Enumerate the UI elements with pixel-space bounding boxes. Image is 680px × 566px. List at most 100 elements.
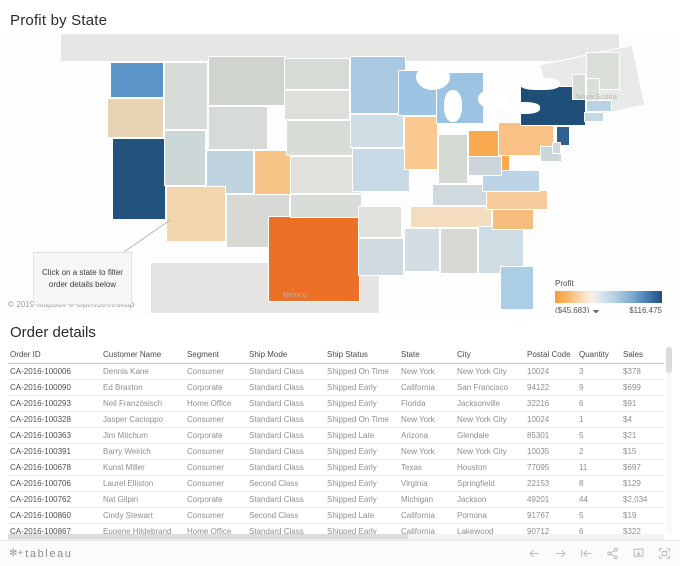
table-row[interactable]: CA-2016-100678 Kunst Miller Consumer Standa… bbox=[8, 459, 664, 476]
table-row[interactable]: CA-2016-100762 Nat Gilpin Corporate Standar… bbox=[8, 491, 664, 508]
fullscreen-icon[interactable] bbox=[658, 547, 671, 560]
cell-segment: Consumer bbox=[185, 459, 247, 476]
state-north-carolina[interactable] bbox=[486, 190, 548, 210]
state-delaware[interactable] bbox=[552, 142, 561, 154]
state-iowa[interactable] bbox=[350, 114, 404, 148]
state-mississippi[interactable] bbox=[404, 228, 440, 272]
tableau-brand[interactable]: ✻+ tableau bbox=[9, 548, 73, 560]
cell-segment: Consumer bbox=[185, 363, 247, 380]
table-row[interactable]: CA-2016-100860 Cindy Stewart Consumer Secon… bbox=[8, 507, 664, 524]
column-header-order-id[interactable]: Order ID bbox=[8, 347, 101, 364]
state-idaho[interactable] bbox=[164, 62, 208, 130]
state-tennessee[interactable] bbox=[410, 206, 492, 228]
state-indiana[interactable] bbox=[438, 134, 468, 184]
state-oklahoma[interactable] bbox=[290, 194, 362, 218]
legend-max-label: $116,475 bbox=[629, 306, 662, 313]
state-arkansas[interactable] bbox=[358, 206, 402, 238]
legend-title: Profit bbox=[555, 279, 574, 288]
cell-state: Texas bbox=[399, 459, 455, 476]
cell-quantity: 9 bbox=[577, 379, 621, 396]
revert-icon[interactable] bbox=[580, 547, 593, 560]
cell-postal-code: 85301 bbox=[525, 427, 577, 444]
geo-label-mexico: Mexico bbox=[283, 292, 307, 299]
table-row[interactable]: CA-2016-100293 Neil Französisch Home Offic… bbox=[8, 395, 664, 412]
cell-postal-code: 10035 bbox=[525, 443, 577, 460]
table-row[interactable]: CA-2016-100363 Jim Mitchum Corporate Standa… bbox=[8, 427, 664, 444]
column-header-ship-mode[interactable]: Ship Mode bbox=[247, 347, 325, 364]
state-new-jersey[interactable] bbox=[556, 126, 570, 146]
order-details-panel: Order details Order ID Customer Name Seg… bbox=[0, 313, 680, 566]
state-arizona[interactable] bbox=[166, 186, 226, 242]
table-row[interactable]: CA-2016-100328 Jasper Cacioppo Consumer Sta… bbox=[8, 411, 664, 428]
cell-state: Arizona bbox=[399, 427, 455, 444]
cell-segment: Consumer bbox=[185, 507, 247, 524]
state-nebraska[interactable] bbox=[286, 120, 362, 156]
state-south-dakota[interactable] bbox=[284, 90, 350, 120]
cell-segment: Corporate bbox=[185, 427, 247, 444]
profit-legend[interactable]: Profit ($45,683) $116,475 bbox=[555, 279, 667, 313]
state-alabama[interactable] bbox=[440, 228, 478, 274]
column-header-state[interactable]: State bbox=[399, 347, 455, 364]
geo-label-nova-scotia: Nova Scotia bbox=[576, 94, 618, 101]
cell-customer-name: Barry Weirich bbox=[101, 443, 185, 460]
state-minnesota[interactable] bbox=[350, 56, 406, 114]
cell-customer-name: Jasper Cacioppo bbox=[101, 411, 185, 428]
table-vertical-scrollbar-thumb[interactable] bbox=[666, 347, 672, 373]
table-horizontal-scrollbar[interactable] bbox=[8, 534, 664, 539]
map-canvas[interactable]: Nova Scotia Mexico Click on a state to f… bbox=[0, 34, 680, 313]
state-oregon[interactable] bbox=[107, 98, 164, 138]
cell-order-id: CA-2016-100006 bbox=[8, 363, 101, 380]
state-connecticut[interactable] bbox=[584, 112, 604, 122]
cell-ship-mode: Standard Class bbox=[247, 427, 325, 444]
state-california[interactable] bbox=[112, 138, 166, 220]
column-header-sales[interactable]: Sales bbox=[621, 347, 664, 364]
cell-city: Glendale bbox=[455, 427, 525, 444]
cell-postal-code: 77095 bbox=[525, 459, 577, 476]
download-icon[interactable] bbox=[632, 547, 645, 560]
table-row[interactable]: CA-2016-100006 Dennis Kane Consumer Standar… bbox=[8, 363, 664, 380]
state-north-dakota[interactable] bbox=[284, 58, 350, 90]
state-nevada[interactable] bbox=[164, 130, 206, 186]
state-west-virginia[interactable] bbox=[468, 156, 502, 176]
cell-sales: $2,034 bbox=[621, 491, 664, 508]
back-icon[interactable] bbox=[528, 547, 541, 560]
column-header-postal-code[interactable]: Postal Code bbox=[525, 347, 577, 364]
annotation-text: Click on a state to filter order details… bbox=[42, 267, 123, 289]
cell-segment: Consumer bbox=[185, 411, 247, 428]
tableau-brand-label: tableau bbox=[25, 547, 73, 560]
state-kansas[interactable] bbox=[290, 156, 362, 194]
column-header-customer-name[interactable]: Customer Name bbox=[101, 347, 185, 364]
table-row[interactable]: CA-2016-100391 Barry Weirich Consumer Stand… bbox=[8, 443, 664, 460]
cell-quantity: 5 bbox=[577, 427, 621, 444]
cell-ship-status: Shipped Late bbox=[325, 427, 399, 444]
state-montana[interactable] bbox=[208, 56, 286, 106]
table-row[interactable]: CA-2016-100090 Ed Braxton Corporate Standar… bbox=[8, 379, 664, 396]
column-header-city[interactable]: City bbox=[455, 347, 525, 364]
state-south-carolina[interactable] bbox=[492, 208, 534, 230]
lake-michigan bbox=[444, 90, 462, 122]
share-icon[interactable] bbox=[606, 547, 619, 560]
state-illinois[interactable] bbox=[404, 116, 438, 170]
state-missouri[interactable] bbox=[352, 148, 410, 192]
profit-by-state-map-panel: Profit by State bbox=[0, 12, 680, 313]
state-washington[interactable] bbox=[110, 62, 164, 98]
cell-state: New York bbox=[399, 411, 455, 428]
cell-postal-code: 91767 bbox=[525, 507, 577, 524]
column-header-segment[interactable]: Segment bbox=[185, 347, 247, 364]
table-row[interactable]: CA-2016-100706 Laurel Elliston Consumer Sec… bbox=[8, 475, 664, 492]
state-louisiana[interactable] bbox=[358, 238, 404, 276]
state-massachusetts[interactable] bbox=[586, 100, 612, 112]
state-texas[interactable] bbox=[268, 216, 360, 302]
cell-postal-code: 10024 bbox=[525, 411, 577, 428]
cell-postal-code: 22153 bbox=[525, 475, 577, 492]
forward-icon[interactable] bbox=[554, 547, 567, 560]
column-header-quantity[interactable]: Quantity bbox=[577, 347, 621, 364]
column-header-ship-status[interactable]: Ship Status bbox=[325, 347, 399, 364]
table-horizontal-scrollbar-thumb[interactable] bbox=[8, 534, 408, 539]
state-vermont[interactable] bbox=[572, 74, 586, 100]
state-wyoming[interactable] bbox=[208, 106, 268, 150]
legend-min-label: ($45,683) bbox=[555, 306, 590, 313]
table-vertical-scrollbar[interactable] bbox=[666, 347, 672, 533]
state-florida[interactable] bbox=[500, 266, 534, 310]
cell-customer-name: Nat Gilpin bbox=[101, 491, 185, 508]
